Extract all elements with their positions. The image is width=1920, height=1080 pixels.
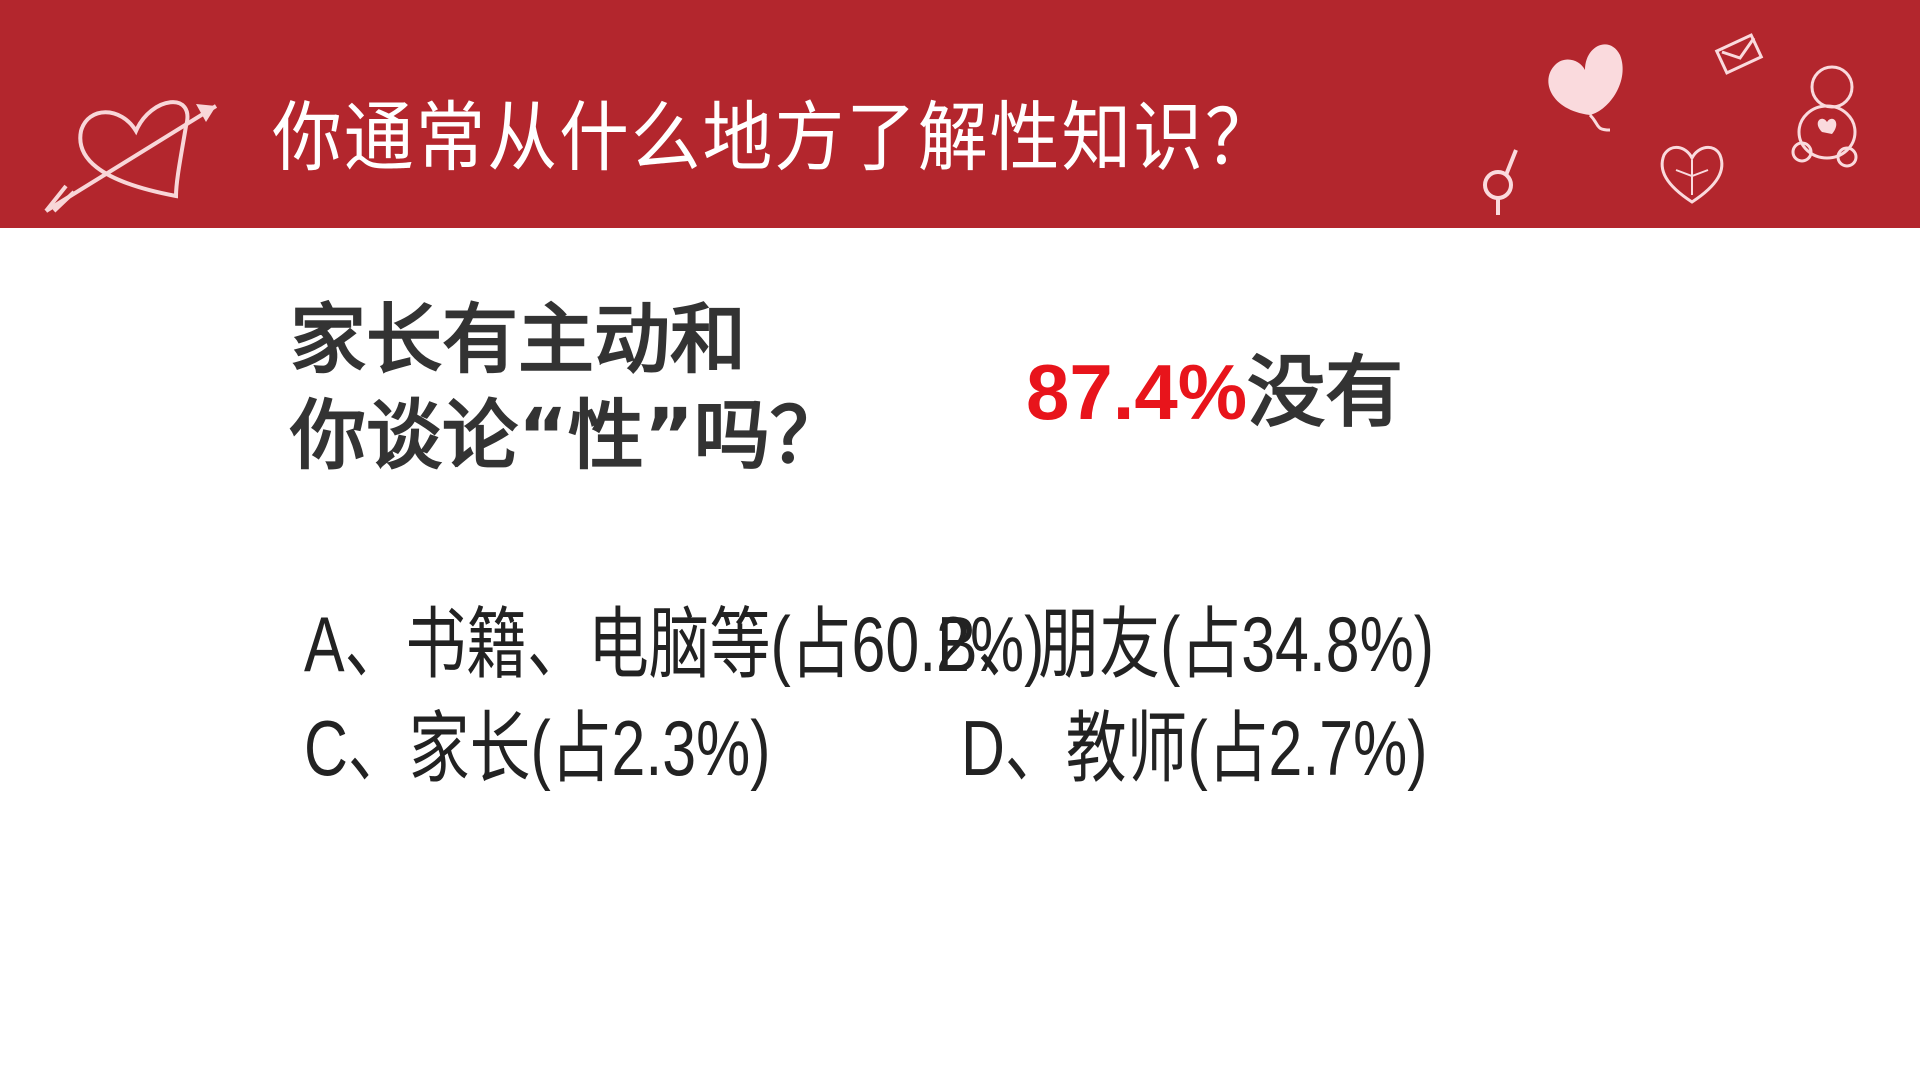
heart-balloon-icon — [1548, 44, 1623, 132]
header-banner: 你通常从什么地方了解性知识？ — [0, 0, 1920, 228]
heart-gift-icon — [1660, 146, 1724, 204]
envelope-icon — [1714, 33, 1764, 75]
option-d: D、教师(占2.7%) — [961, 704, 1428, 792]
page-title: 你通常从什么地方了解性知识？ — [272, 93, 1277, 182]
answer-percent: 87.4% — [1026, 348, 1248, 436]
heart-arrow-icon — [44, 100, 218, 213]
option-c: C、家长(占2.3%) — [304, 704, 771, 792]
question-line-2: 你谈论“性”吗？ — [290, 391, 846, 480]
teddy-bear-icon — [1791, 65, 1858, 168]
answer-label: 没有 — [1247, 348, 1404, 438]
option-b: B、朋友(占34.8%) — [937, 600, 1434, 688]
option-a: A、书籍、电脑等(占60.2%) — [304, 600, 1045, 688]
question-text: 家长有主动和 你谈论“性”吗？ — [290, 292, 846, 484]
gender-symbol-icon — [1483, 149, 1518, 215]
answer-statement: 87.4%没有 — [1026, 330, 1403, 442]
question-line-1: 家长有主动和 — [290, 295, 746, 384]
